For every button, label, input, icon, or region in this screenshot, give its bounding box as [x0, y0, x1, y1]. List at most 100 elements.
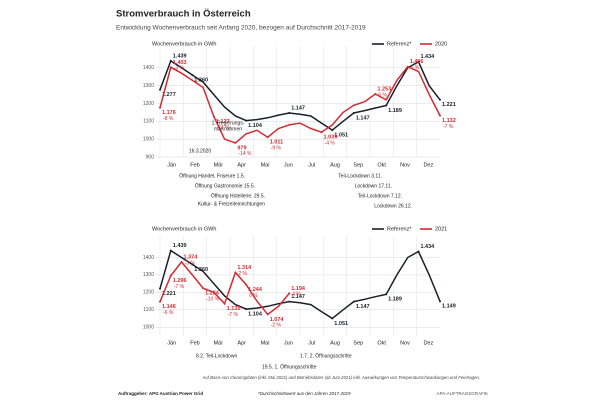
value-label: 1.314 [237, 265, 252, 271]
value-label: 1.403 [173, 60, 187, 66]
y-axis-label: Wochenverbrauch in GWh [152, 226, 216, 232]
footer-right: APA-AUFTRAGSGRAFIK [437, 391, 488, 396]
point-marker [288, 300, 291, 303]
point-marker [288, 111, 291, 114]
y-tick-label: 1300 [143, 83, 154, 89]
footnote: Auf Basis von Clearingdaten (inkl. Mai 2… [202, 375, 480, 380]
value-label: 1.127 [216, 119, 230, 125]
value-label: 1.051 [334, 133, 348, 139]
change-label: -7 % [443, 124, 454, 130]
x-tick-label: Jun [284, 162, 293, 168]
change-label: -10 % [206, 297, 220, 303]
x-tick-label: Feb [190, 340, 199, 346]
point-marker [352, 111, 355, 114]
value-label: 1.039 [324, 135, 338, 141]
point-marker [406, 65, 409, 68]
point-marker [331, 317, 334, 320]
value-label: 1.439 [173, 243, 187, 249]
y-axis-label: Wochenverbrauch in GWh [152, 41, 216, 47]
point-marker [223, 302, 226, 305]
point-marker [159, 106, 161, 109]
event-annotation: Teil-Lockdown 3.11. [338, 173, 382, 179]
point-marker [234, 141, 237, 144]
x-tick-label: Aug [330, 162, 340, 168]
event-annotation: Teil-Lockdown 7.12. [358, 193, 402, 199]
x-tick-label: Nov [400, 340, 410, 346]
x-tick-label: Feb [190, 162, 199, 168]
legend-label: Referenz* [387, 41, 412, 47]
value-label: 1.135 [227, 306, 241, 312]
event-annotation: maßnahmen [214, 126, 242, 132]
value-label: 1.360 [194, 267, 208, 273]
series-line [159, 59, 441, 132]
event-annotation: 16.3.2020 [189, 148, 211, 154]
event-annotation: Öffnung Gastronomie 15.5. [195, 182, 255, 189]
value-label: 1.221 [162, 291, 176, 297]
series-line [159, 249, 441, 320]
point-marker [439, 300, 441, 303]
value-label: 1.374 [184, 254, 199, 260]
legend-label: 2021 [435, 226, 447, 232]
value-label: 1.194 [291, 286, 306, 292]
y-tick-label: 1200 [143, 101, 154, 107]
x-tick-label: Jän [167, 162, 176, 168]
footer-left: Auftraggeber: APG Austrian Power Grid [118, 391, 203, 396]
value-label: 1.221 [442, 102, 456, 108]
y-tick-label: 1400 [143, 65, 154, 71]
point-marker [385, 293, 388, 296]
value-label: 1.439 [173, 53, 187, 59]
change-label: -3 % [185, 260, 196, 266]
value-label: 1.189 [388, 297, 402, 303]
subtitle: Entwicklung Wochenverbrauch seit Anfang … [116, 25, 366, 32]
change-label: 6 % [249, 293, 258, 299]
value-label: 979 [237, 145, 246, 151]
event-annotation: 8.2. Teil-Lockdown [196, 353, 238, 359]
value-label: 1.406 [410, 59, 424, 65]
point-marker [191, 73, 194, 76]
value-label: 1.074 [270, 317, 285, 323]
x-tick-label: Dez [423, 162, 433, 168]
value-label: 1.147 [291, 105, 305, 111]
change-label: -2 % [271, 323, 282, 329]
footer-middle: *Durchschnittswert aus den Jahren 2017-2… [258, 391, 351, 396]
point-marker [266, 313, 269, 316]
point-marker [352, 300, 355, 303]
point-marker [159, 88, 161, 91]
change-label: -7 % [228, 312, 239, 318]
y-tick-label: 1200 [143, 290, 154, 296]
event-annotation: 19.5. 1. Öffnungsschritte [262, 363, 317, 370]
x-tick-label: Dez [423, 340, 433, 346]
point-marker [180, 260, 183, 263]
x-tick-label: Jän [167, 340, 176, 346]
value-label: 1.253 [377, 87, 391, 93]
point-marker [169, 249, 172, 252]
y-tick-label: 1300 [143, 272, 154, 278]
point-marker [202, 287, 205, 290]
change-label: -11 % [217, 125, 230, 131]
event-annotation: Lockdown 17.11. [355, 183, 392, 189]
event-annotation: Lockdown 26.12. [374, 203, 412, 209]
value-label: 1.149 [442, 304, 456, 310]
point-marker [245, 119, 248, 122]
event-annotation: Kultur- & Freizeiteinrichtungen [198, 201, 265, 207]
x-tick-label: Sep [353, 340, 363, 346]
legend-label: 2020 [435, 41, 447, 47]
change-label: -9 % [271, 146, 282, 152]
legend-label: Referenz* [387, 226, 412, 232]
value-label: 1.147 [291, 294, 305, 300]
change-label: -6 % [163, 310, 174, 316]
event-annotation: 1. Regierungs- [212, 120, 245, 126]
point-marker [159, 300, 161, 303]
y-tick-label: 1400 [143, 255, 154, 261]
x-tick-label: Nov [400, 162, 410, 168]
value-label: 1.146 [162, 304, 176, 310]
x-tick-label: Apr [237, 340, 246, 346]
point-marker [159, 287, 161, 290]
x-tick-label: Jun [284, 340, 293, 346]
x-tick-label: Jul [308, 162, 315, 168]
point-marker [245, 308, 248, 311]
change-label: -4 % [325, 141, 336, 147]
point-marker [288, 292, 291, 295]
point-marker [331, 129, 334, 132]
y-tick-label: 900 [146, 154, 155, 160]
